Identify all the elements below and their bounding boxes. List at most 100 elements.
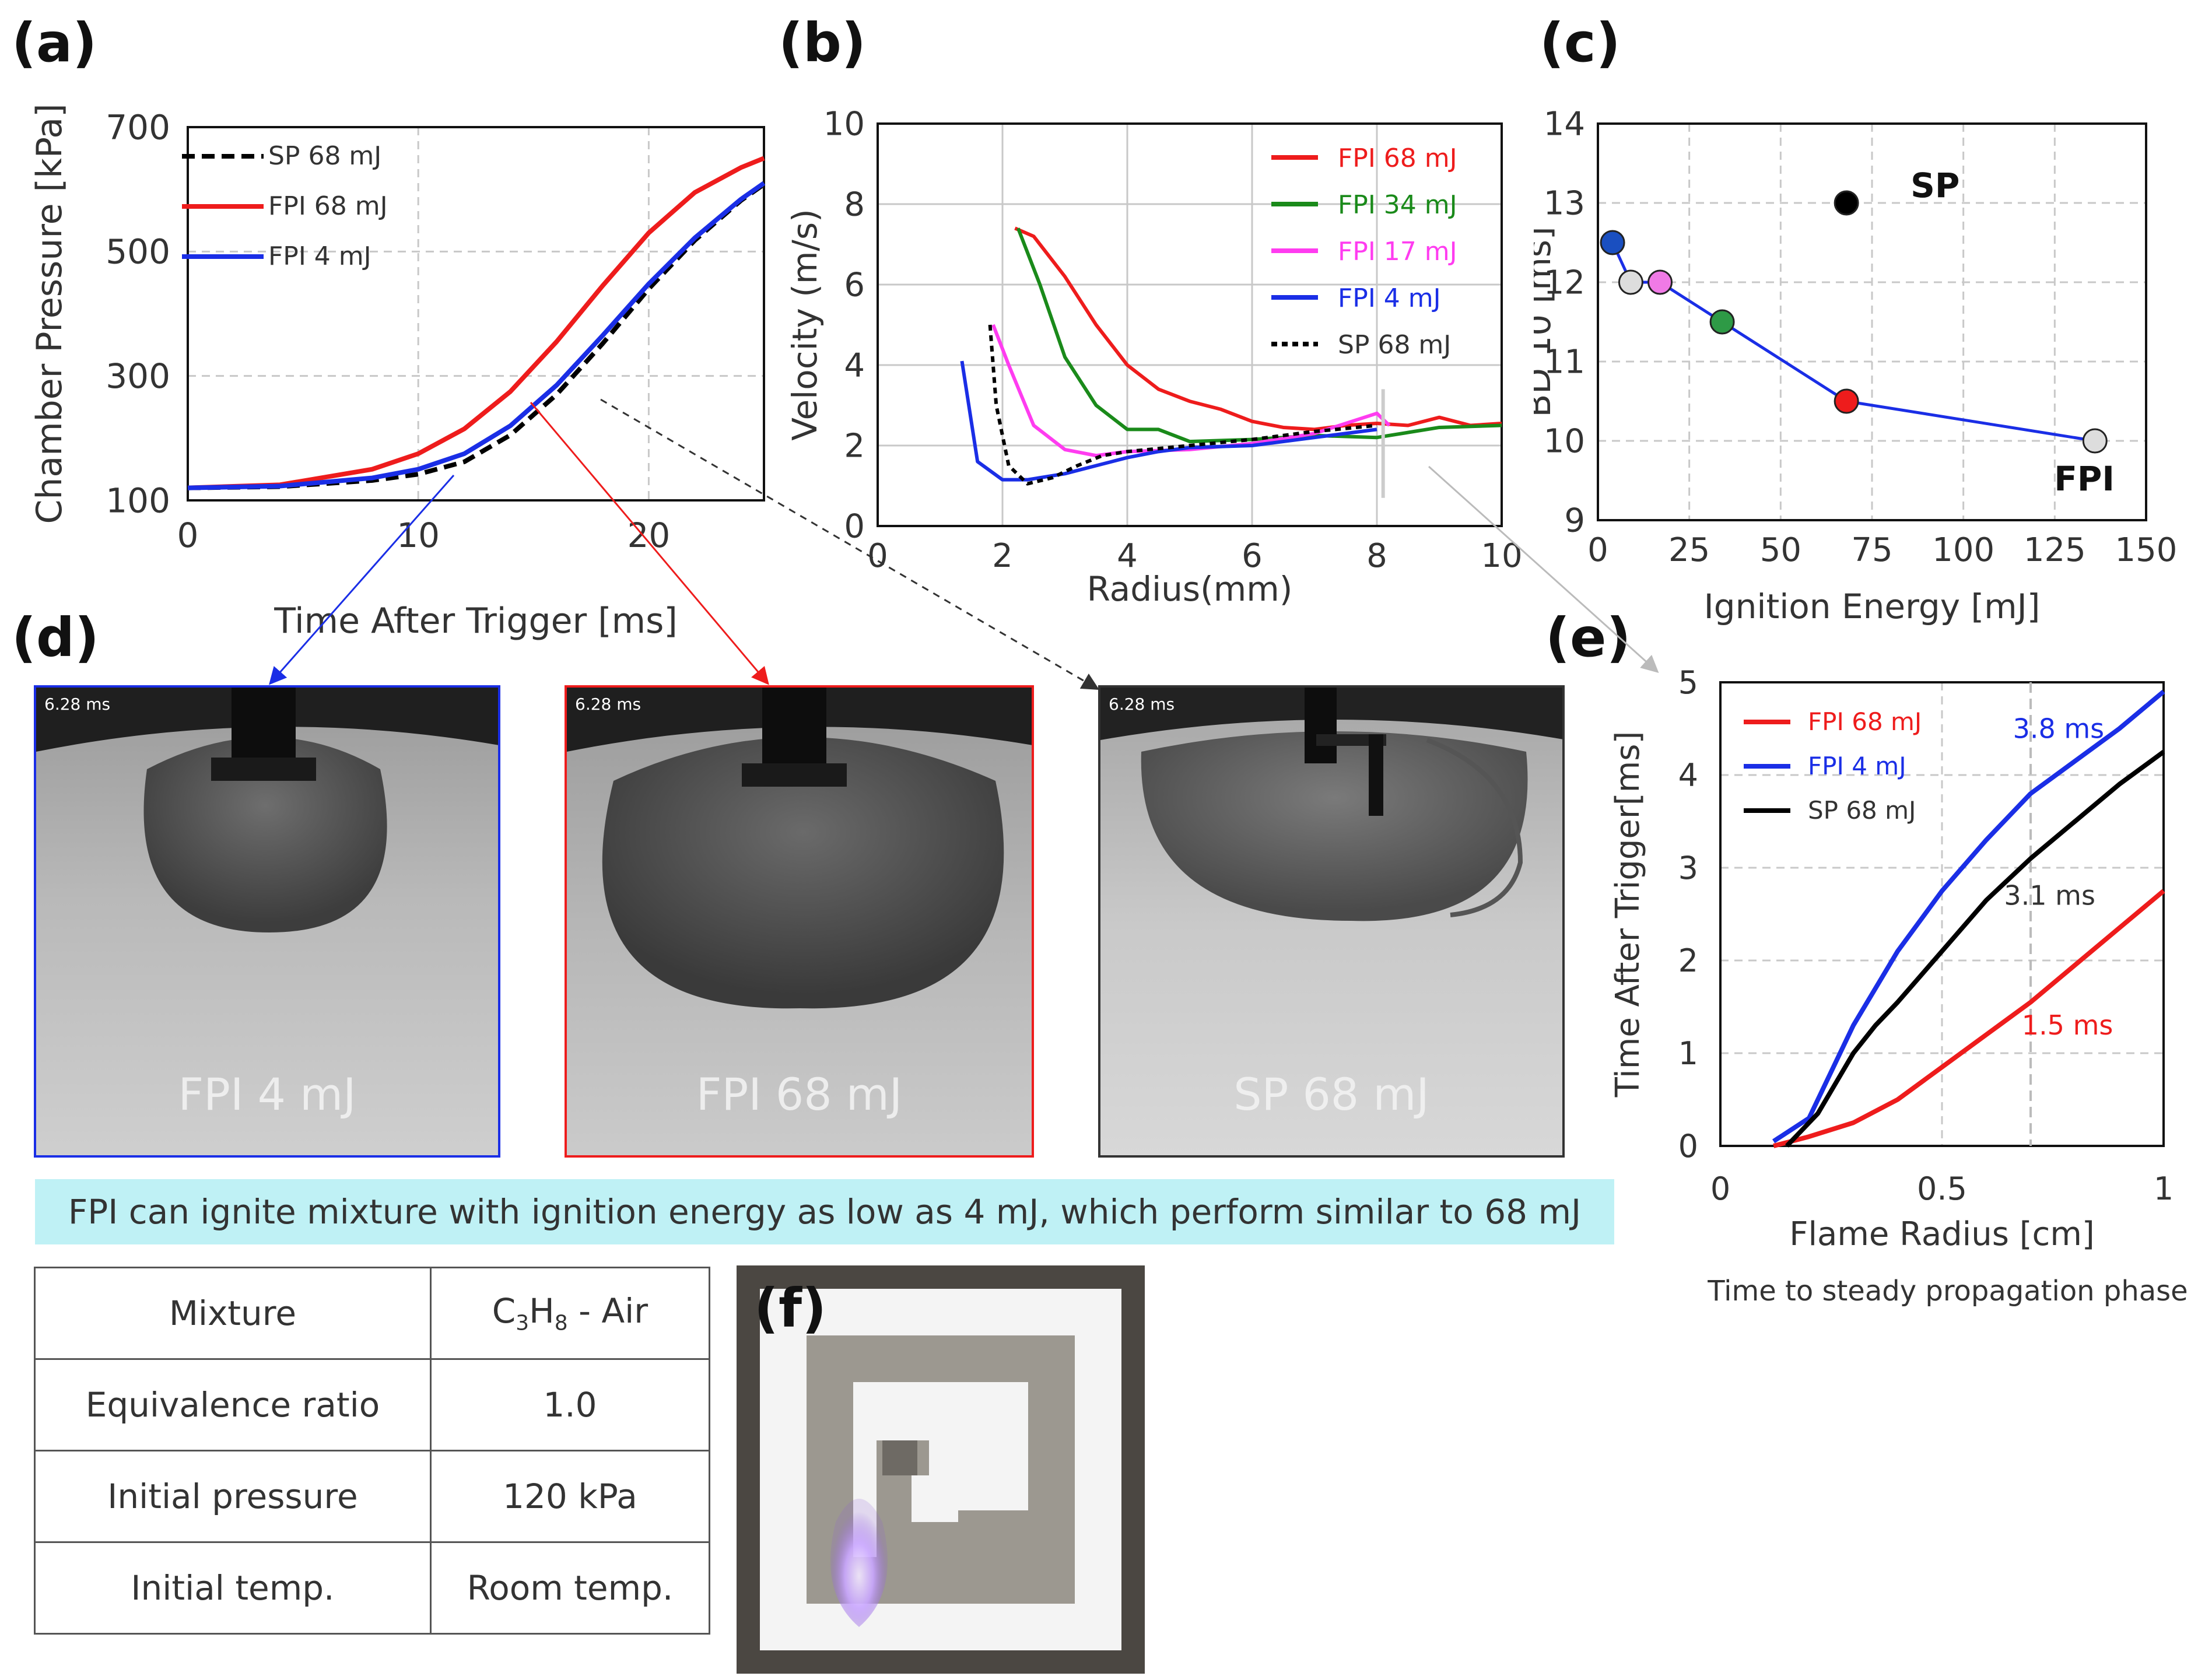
- frame-label: FPI 4 mJ: [178, 1068, 356, 1120]
- y-tick-label: 10: [823, 106, 865, 143]
- y-tick-label: 4: [1678, 757, 1698, 794]
- data-point: [1618, 269, 1643, 295]
- y-tick-label: 11: [1544, 343, 1585, 381]
- electrode: [1305, 688, 1337, 763]
- frame-timestamp: 6.28 ms: [575, 695, 641, 714]
- y-tick-label: 13: [1544, 185, 1585, 223]
- parameters-table: Mixture C3H8 - Air Equivalence ratio 1.0…: [34, 1267, 711, 1635]
- x-axis-title: Radius(mm): [1087, 569, 1293, 609]
- annotation-label: 3.8 ms: [2013, 713, 2105, 744]
- x-axis-title: Flame Radius [cm]: [1789, 1215, 2095, 1253]
- x-axis-title: Ignition Energy [mJ]: [1704, 587, 2041, 626]
- data-point: [1600, 230, 1625, 255]
- x-tick-label: 6: [1242, 537, 1263, 575]
- x-tick-label: 10: [397, 516, 440, 555]
- chart-caption: Time to steady propagation phase: [1707, 1275, 2188, 1307]
- y-tick-label: 14: [1544, 106, 1585, 143]
- legend-label: FPI 34 mJ: [1338, 190, 1457, 220]
- y-tick-label: 0: [844, 508, 865, 546]
- y-tick-label: 4: [844, 347, 865, 385]
- y-tick-label: 5: [1678, 664, 1698, 701]
- panel-label-a: (a): [12, 12, 97, 74]
- table-row: Equivalence ratio 1.0: [34, 1358, 711, 1451]
- annotation-sp: SP: [1910, 166, 1959, 205]
- x-tick-label: 0: [1587, 531, 1608, 569]
- annotation-label: 1.5 ms: [2022, 1009, 2113, 1041]
- y-axis-title: Velocity (m/s): [785, 209, 825, 440]
- legend-label: FPI 4 mJ: [1338, 283, 1441, 313]
- chart-b: 0 2 4 6 8 10 0 2 4 6 8 10 Radius(mm) Velocity (m/s) FP…: [785, 106, 1523, 609]
- series-line: [187, 182, 766, 490]
- y-tick-label: 100: [106, 481, 170, 520]
- param-name: Mixture: [34, 1267, 432, 1360]
- x-tick-label: 4: [1117, 537, 1138, 575]
- flame-kernel: [602, 737, 1004, 1009]
- y-tick-label: 1: [1678, 1035, 1698, 1072]
- frame-timestamp: 6.28 ms: [1109, 695, 1175, 714]
- data-point: [1709, 309, 1735, 335]
- series-line: [1785, 750, 2165, 1148]
- table-row: Mixture C3H8 - Air: [34, 1267, 711, 1360]
- param-value: C3H8 - Air: [429, 1267, 711, 1360]
- y-tick-label: 0: [1678, 1128, 1698, 1165]
- table-row: Initial temp. Room temp.: [34, 1541, 711, 1635]
- x-tick-label: 0: [867, 537, 888, 575]
- panel-label-d: (d): [12, 606, 99, 669]
- series-line: [187, 156, 765, 490]
- series-line: [988, 324, 1377, 486]
- legend-label: FPI 68 mJ: [1338, 143, 1457, 173]
- legend-label: FPI 68 mJ: [268, 191, 388, 221]
- y-tick-label: 2: [1678, 942, 1698, 979]
- series-line: [1016, 227, 1502, 444]
- x-tick-label: 150: [2115, 531, 2178, 569]
- frame-label: FPI 68 mJ: [696, 1068, 903, 1120]
- x-tick-label: 25: [1668, 531, 1710, 569]
- y-tick-label: 300: [106, 356, 170, 396]
- param-name: Equivalence ratio: [34, 1358, 432, 1451]
- series-line: [1773, 889, 2165, 1148]
- series-line: [1014, 226, 1502, 432]
- y-tick-label: 12: [1544, 264, 1585, 302]
- chart-e: 0 0.5 1 0 1 2 3 4 5 Flame Radius [cm] Time After T…: [1609, 664, 2188, 1307]
- panel-label-c: (c): [1540, 12, 1621, 74]
- y-tick-label: 700: [106, 107, 170, 147]
- conclusion-banner: FPI can ignite mixture with ignition ene…: [35, 1179, 1614, 1244]
- legend-label: SP 68 mJ: [1338, 330, 1451, 360]
- param-value: Room temp.: [429, 1541, 711, 1635]
- x-tick-label: 0: [1710, 1170, 1730, 1207]
- plasma-glow: [830, 1499, 888, 1627]
- x-tick-label: 50: [1760, 531, 1801, 569]
- y-tick-label: 9: [1564, 502, 1585, 540]
- y-tick-label: 8: [844, 186, 865, 224]
- param-name: Initial temp.: [34, 1541, 432, 1635]
- x-tick-label: 1: [2154, 1170, 2174, 1207]
- plot-frame: [1719, 681, 2165, 1147]
- legend-label: FPI 17 mJ: [1338, 237, 1457, 267]
- flame-kernel: [143, 737, 387, 932]
- param-value: 1.0: [429, 1358, 711, 1451]
- y-tick-label: 500: [106, 232, 170, 272]
- plot-frame: [1597, 122, 2147, 521]
- plot-frame: [877, 122, 1503, 527]
- frame-label: SP 68 mJ: [1233, 1068, 1429, 1120]
- frame-fpi-68mj: 6.28 ms FPI 68 mJ: [565, 685, 1034, 1158]
- series-line: [1772, 689, 2165, 1144]
- x-tick-label: 125: [2024, 531, 2086, 569]
- legend-label: FPI 4 mJ: [1808, 752, 1906, 780]
- x-tick-label: 10: [1481, 537, 1522, 575]
- param-name: Initial pressure: [34, 1450, 432, 1543]
- chart-a: 0 10 20 100 300 500 700 Time After Trigger [ms]…: [29, 104, 766, 641]
- legend-label: SP 68 mJ: [1808, 796, 1916, 825]
- x-tick-label: 0.5: [1917, 1170, 1967, 1207]
- data-point: [1834, 388, 1859, 414]
- x-tick-label: 100: [1932, 531, 1994, 569]
- x-tick-label: 8: [1366, 537, 1387, 575]
- flame-kernel: [1141, 731, 1528, 921]
- x-tick-label: 2: [992, 537, 1013, 575]
- panel-label-b: (b): [779, 12, 866, 74]
- legend-label: FPI 68 mJ: [1808, 707, 1922, 736]
- x-tick-label: 0: [177, 516, 199, 555]
- frame-timestamp: 6.28 ms: [44, 695, 111, 714]
- y-tick-label: 3: [1678, 850, 1698, 886]
- y-tick-label: 2: [844, 427, 865, 465]
